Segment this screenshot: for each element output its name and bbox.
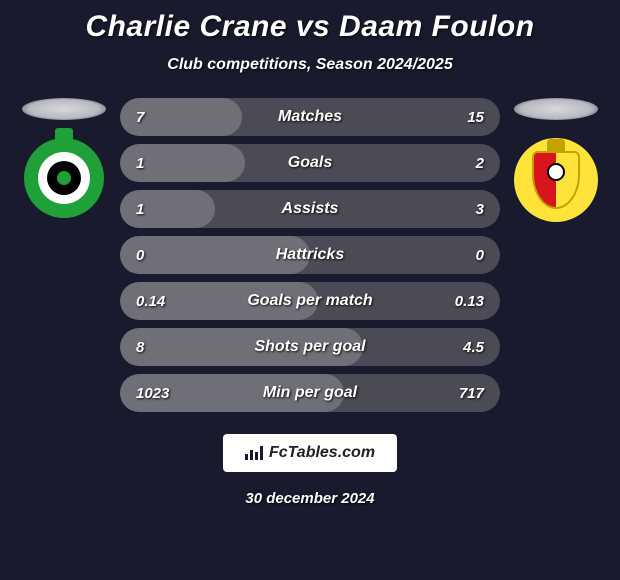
- stat-right-value: 0.13: [430, 293, 500, 310]
- brand-badge[interactable]: FcTables.com: [223, 434, 397, 472]
- stat-left-value: 7: [120, 109, 190, 126]
- stat-label: Hattricks: [190, 246, 430, 264]
- stat-label: Goals per match: [190, 292, 430, 310]
- stat-row: 8Shots per goal4.5: [120, 328, 500, 366]
- chart-icon: [245, 446, 263, 460]
- stat-label: Shots per goal: [190, 338, 430, 356]
- stat-row: 1Assists3: [120, 190, 500, 228]
- stat-right-value: 2: [430, 155, 500, 172]
- comparison-card: Charlie Crane vs Daam Foulon Club compet…: [0, 0, 620, 580]
- right-team-col: [506, 98, 606, 222]
- stat-left-value: 8: [120, 339, 190, 356]
- stat-row: 1Goals2: [120, 144, 500, 182]
- page-subtitle: Club competitions, Season 2024/2025: [0, 56, 620, 74]
- stat-left-value: 1: [120, 155, 190, 172]
- stat-row: 1023Min per goal717: [120, 374, 500, 412]
- footer-date: 30 december 2024: [0, 490, 620, 507]
- stat-right-value: 3: [430, 201, 500, 218]
- brand-text: FcTables.com: [269, 444, 375, 462]
- stat-label: Goals: [190, 154, 430, 172]
- main-row: 7Matches151Goals21Assists30Hattricks00.1…: [0, 98, 620, 412]
- page-title: Charlie Crane vs Daam Foulon: [0, 10, 620, 44]
- ellipse-shadow-right: [514, 98, 598, 120]
- stat-left-value: 0: [120, 247, 190, 264]
- stat-left-value: 1023: [120, 385, 190, 402]
- stat-label: Assists: [190, 200, 430, 218]
- left-club-logo: [24, 138, 104, 218]
- stat-row: 7Matches15: [120, 98, 500, 136]
- ellipse-shadow-left: [22, 98, 106, 120]
- stat-row: 0.14Goals per match0.13: [120, 282, 500, 320]
- stat-right-value: 717: [430, 385, 500, 402]
- stats-column: 7Matches151Goals21Assists30Hattricks00.1…: [120, 98, 500, 412]
- stat-right-value: 0: [430, 247, 500, 264]
- stat-right-value: 4.5: [430, 339, 500, 356]
- stat-row: 0Hattricks0: [120, 236, 500, 274]
- stat-label: Min per goal: [190, 384, 430, 402]
- right-club-logo: [514, 138, 598, 222]
- stat-label: Matches: [190, 108, 430, 126]
- stat-left-value: 1: [120, 201, 190, 218]
- stat-right-value: 15: [430, 109, 500, 126]
- stat-left-value: 0.14: [120, 293, 190, 310]
- left-team-col: [14, 98, 114, 218]
